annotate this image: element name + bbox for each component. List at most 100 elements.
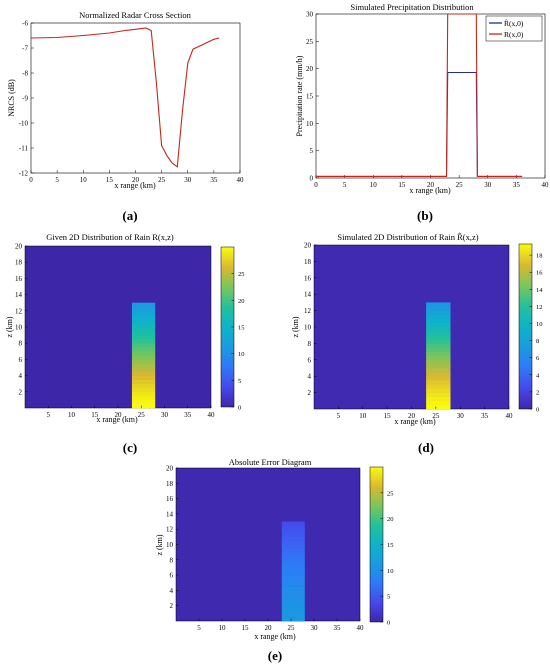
panel-e-ylabel: z (km): [155, 534, 164, 555]
panel-c-plot: 5 10 15 20 25 30 35 40 2 4 6 8 10 12 14 16 18 20 0 5 10 15 20 2…: [15, 243, 245, 420]
series-line-0: [30, 27, 220, 168]
y-tick-label: 8: [170, 556, 174, 564]
heatmap-cell: [281, 609, 305, 614]
x-tick-label: 15: [384, 412, 392, 420]
panel-b-title: Simulated Precipitation Distribution: [350, 2, 474, 12]
colorbar-tick-label: 5: [387, 594, 390, 601]
y-tick-label: -12: [19, 170, 29, 178]
y-tick-label: 4: [19, 372, 23, 380]
x-tick-label: 30: [184, 176, 192, 184]
heatmap-cell: [131, 314, 156, 320]
heatmap-background: [313, 244, 510, 410]
colorbar-tick-label: 15: [387, 542, 394, 549]
x-tick-label: 0: [314, 181, 318, 189]
panel-b-plot: 0 5 10 15 20 25 30 35 40 0 5 10 15 20 25 30: [306, 11, 549, 190]
heatmap-cell: [281, 605, 305, 610]
x-tick-label: 15: [242, 624, 250, 632]
x-tick-label: 40: [542, 181, 550, 189]
heatmap-cell: [131, 327, 156, 332]
y-tick-label: 10: [166, 541, 174, 549]
y-tick-label: -7: [22, 45, 28, 53]
y-tick-label: 6: [19, 356, 23, 364]
y-tick-label: 20: [15, 243, 23, 251]
heatmap-cell: [131, 343, 156, 348]
panel-c-ylabel: z (km): [5, 316, 14, 337]
heatmap-cell: [131, 371, 156, 376]
x-tick-label: 20: [115, 411, 123, 419]
heatmap-cell: [131, 302, 156, 308]
colorbar-tick-label: 10: [536, 321, 543, 328]
x-tick-label: 15: [398, 181, 406, 189]
x-tick-label: 20: [132, 176, 140, 184]
heatmap-cell: [426, 335, 451, 340]
x-tick-label: 20: [427, 181, 435, 189]
y-tick-label: 15: [306, 93, 314, 101]
heatmap-cell: [281, 598, 305, 603]
heatmap-cell: [426, 302, 451, 307]
y-tick-label: 14: [304, 291, 312, 299]
y-tick-label: 2: [308, 389, 312, 397]
x-tick-label: 5: [47, 411, 51, 419]
panel-a-title: Normalized Radar Cross Section: [79, 10, 191, 20]
y-tick-label: 6: [308, 356, 312, 364]
heatmap-cell: [131, 399, 156, 405]
y-tick-label: 8: [19, 340, 23, 348]
colorbar-tick-label: 25: [238, 271, 245, 278]
y-tick-label: 18: [166, 480, 174, 488]
colorbar-tick-label: 4: [536, 372, 540, 379]
panel-e-plot: 5 10 15 20 25 30 35 40 2 4 6 8 10 12 14 16 18 20 0 5 10 15 20 2…: [166, 465, 394, 633]
panel-e-xlabel: x range (km): [254, 632, 296, 641]
x-tick-label: 35: [210, 176, 218, 184]
y-tick-label: 20: [306, 65, 314, 73]
heatmap-cell: [131, 347, 156, 352]
x-tick-label: 35: [513, 181, 521, 189]
panel-b-axes: [315, 13, 546, 179]
x-tick-label: 10: [219, 624, 227, 632]
y-tick-label: 8: [308, 340, 312, 348]
x-tick-label: 40: [237, 176, 245, 184]
heatmap-cell: [426, 368, 451, 373]
x-tick-label: 40: [506, 412, 514, 420]
x-tick-label: 10: [68, 411, 76, 419]
heatmap-cell: [281, 533, 305, 538]
heatmap-cell: [131, 367, 156, 372]
heatmap-cell: [281, 582, 305, 587]
heatmap-cell: [426, 355, 451, 361]
heatmap-cell: [131, 310, 156, 316]
panel-b-legend: R̂(x,0) R(x,0): [485, 15, 543, 42]
y-tick-label: 16: [15, 275, 23, 283]
panel-b: Simulated Precipitation Distribution 0 5 1…: [295, 2, 549, 223]
heatmap-cell: [426, 322, 451, 328]
panel-d-xlabel: x range (km): [394, 417, 436, 426]
heatmap-cell: [281, 586, 305, 591]
legend-blue-label: R̂(x,0): [504, 18, 524, 28]
y-tick-label: 14: [166, 510, 174, 518]
heatmap-cell: [426, 314, 451, 320]
colorbar-tick-label: 10: [387, 568, 394, 575]
heatmap-cell: [131, 335, 156, 340]
panel-d-ylabel: z (km): [291, 316, 300, 337]
colorbar-tick-label: 6: [536, 355, 540, 362]
x-tick-label: 5: [337, 412, 341, 420]
x-tick-label: 15: [91, 411, 99, 419]
x-tick-label: 5: [197, 624, 201, 632]
heatmap-cell: [426, 331, 451, 336]
heatmap-cell: [131, 375, 156, 380]
panel-d-label: (d): [418, 440, 434, 455]
heatmap-cell: [426, 359, 451, 365]
y-tick-label: 6: [170, 572, 174, 580]
heatmap-cell: [426, 404, 451, 410]
colorbar-tick-label: 20: [387, 516, 394, 523]
heatmap-cell: [131, 395, 156, 401]
y-tick-label: -9: [22, 95, 28, 103]
heatmap-cell: [131, 355, 156, 360]
heatmap-cell: [131, 391, 156, 397]
panel-e: Absolute Error Diagram 5 10 15 20 25 30 35 4024…: [155, 457, 394, 663]
y-tick-label: 10: [306, 120, 314, 128]
y-tick-label: 2: [170, 602, 174, 610]
legend-red-label: R(x,0): [504, 30, 524, 39]
heatmap-cell: [281, 548, 305, 553]
panel-b-ylabel: Precipitation rate (mm/h): [295, 55, 304, 136]
heatmap-cell: [281, 540, 305, 545]
y-tick-label: 20: [166, 465, 174, 473]
